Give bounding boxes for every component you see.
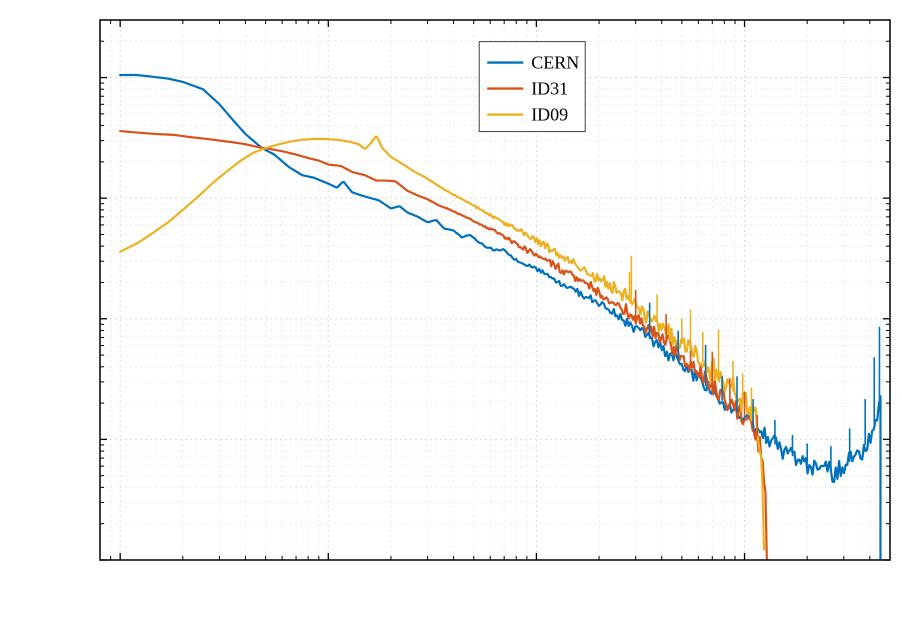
series-id31	[120, 131, 767, 559]
legend-label: CERN	[531, 53, 579, 73]
legend-label: ID09	[531, 105, 568, 125]
chart-svg: CERN ID31 ID09	[0, 0, 903, 625]
line-chart: CERN ID31 ID09	[0, 0, 903, 625]
legend: CERN ID31 ID09	[479, 42, 585, 132]
legend-label: ID31	[531, 79, 568, 99]
